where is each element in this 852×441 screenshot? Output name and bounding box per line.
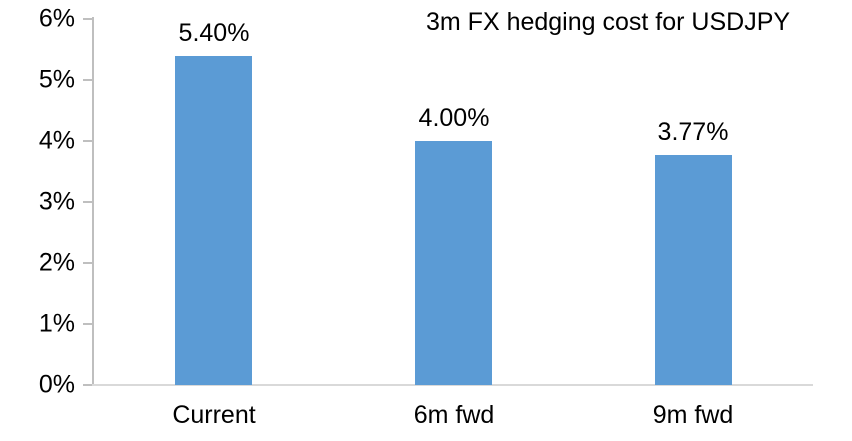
y-axis-tick-label: 0% (38, 370, 75, 399)
y-axis-tick (83, 140, 92, 142)
y-axis-tick-label: 5% (38, 65, 75, 94)
bar-6m-fwd (415, 141, 492, 385)
y-axis-tick (83, 79, 92, 81)
x-axis-line (92, 384, 813, 386)
y-axis-tick (83, 201, 92, 203)
y-axis-tick-label: 6% (38, 4, 75, 33)
y-axis-tick (83, 384, 92, 386)
x-axis-category-label: 9m fwd (652, 401, 734, 429)
y-axis-tick (83, 262, 92, 264)
chart-title: 3m FX hedging cost for USDJPY (426, 8, 791, 36)
y-axis-tick (83, 18, 92, 20)
y-axis-tick (83, 323, 92, 325)
y-axis-tick-label: 2% (38, 248, 75, 277)
bar-9m-fwd (655, 155, 732, 385)
bar-value-label: 5.40% (178, 19, 250, 47)
bar-value-label: 3.77% (657, 118, 729, 146)
y-axis-line (92, 17, 94, 386)
bar-value-label: 4.00% (418, 104, 490, 132)
y-axis-tick-label: 3% (38, 187, 75, 216)
x-axis-category-label: Current (172, 401, 256, 429)
y-axis-tick-label: 4% (38, 126, 75, 155)
bar-current (175, 56, 252, 385)
y-axis-tick-label: 1% (38, 309, 75, 338)
x-axis-category-label: 6m fwd (413, 401, 495, 429)
